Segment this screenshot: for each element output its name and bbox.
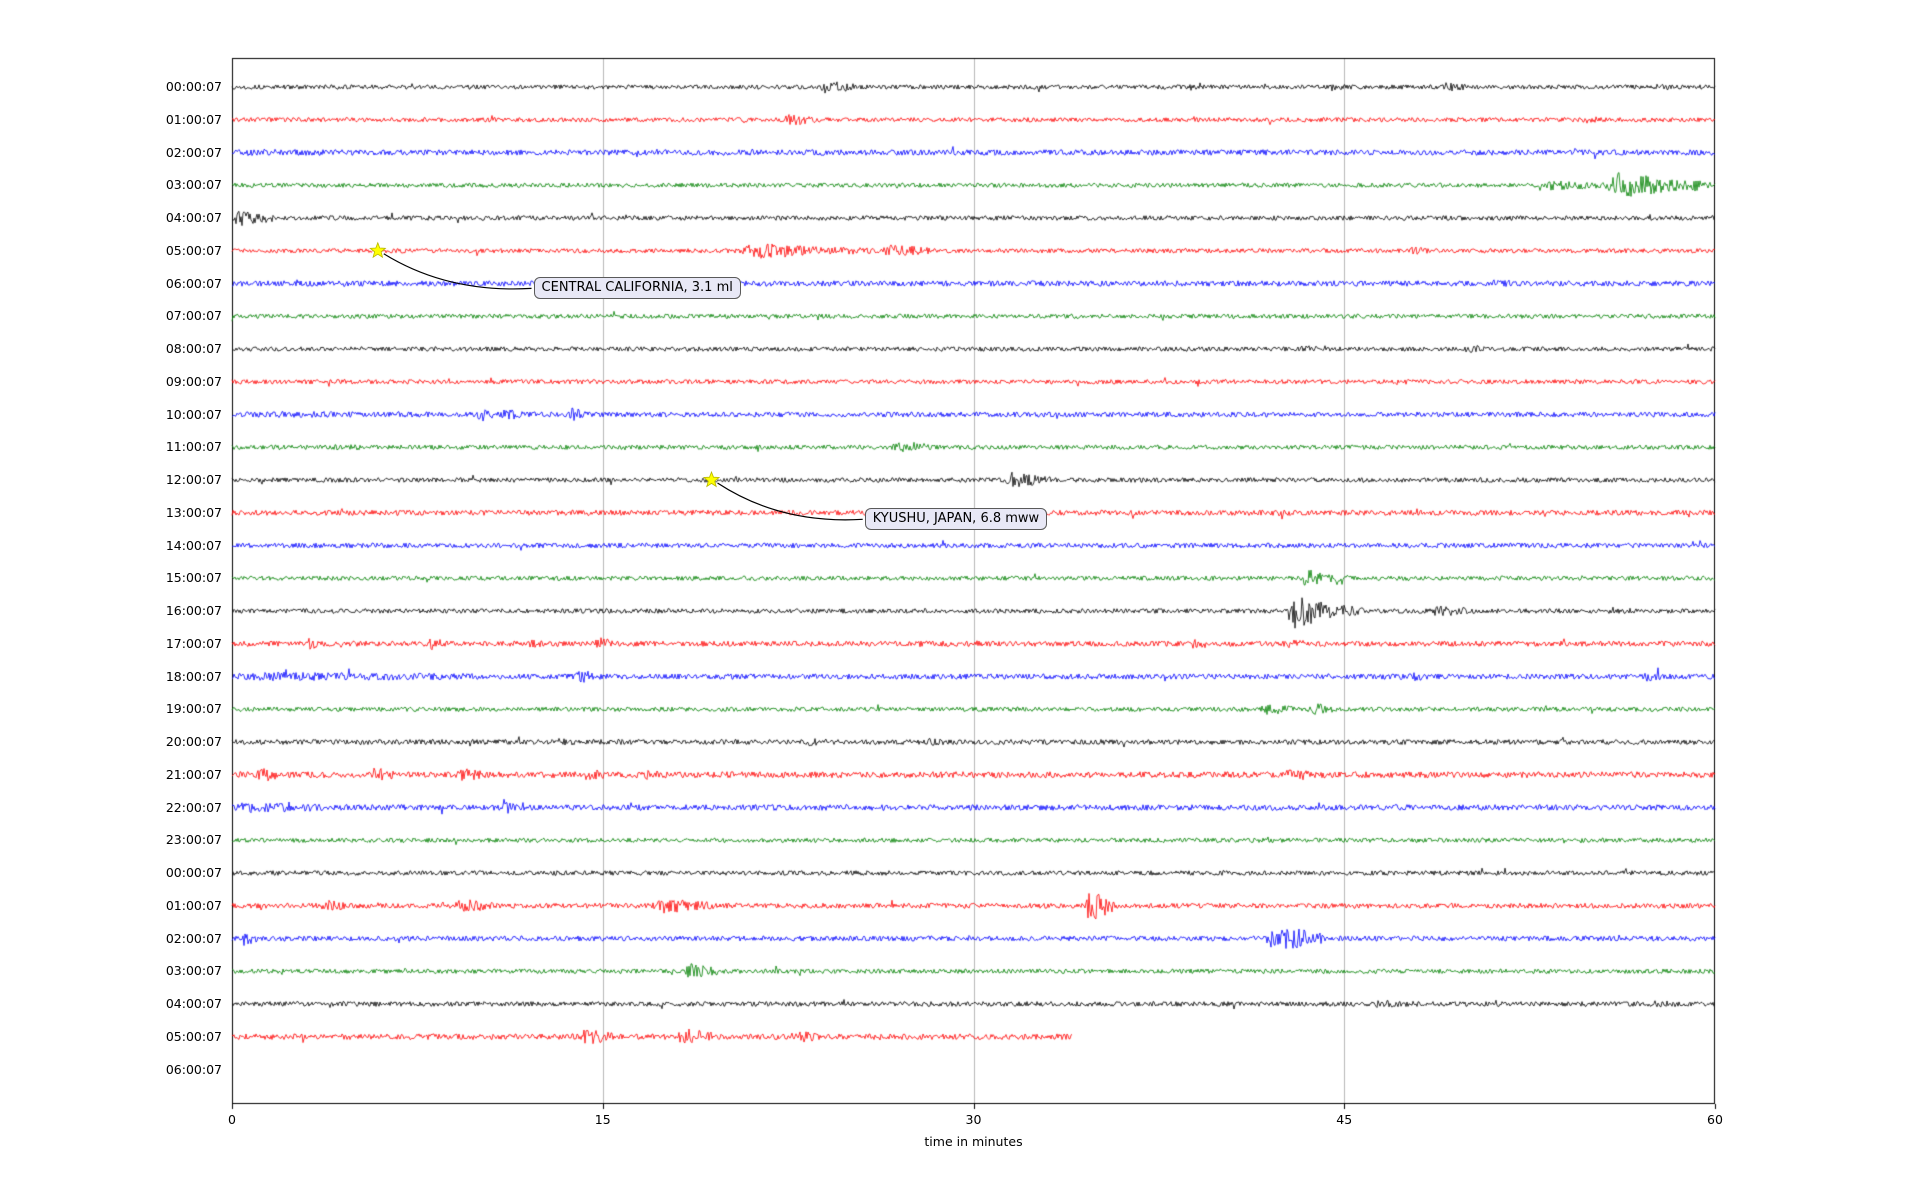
x-axis-title: time in minutes bbox=[924, 1134, 1023, 1149]
row-time-label: 09:00:07 bbox=[165, 373, 222, 389]
x-tick-label: 60 bbox=[1707, 1112, 1723, 1127]
row-time-label: 23:00:07 bbox=[165, 832, 222, 848]
row-time-label: 03:00:07 bbox=[165, 963, 222, 979]
row-time-label: 04:00:07 bbox=[165, 210, 222, 225]
row-time-label: 13:00:07 bbox=[165, 504, 222, 520]
row-time-label: 05:00:07 bbox=[165, 242, 222, 258]
x-tick-label: 45 bbox=[1336, 1112, 1353, 1127]
row-time-label: 11:00:07 bbox=[165, 439, 222, 455]
row-time-label: 02:00:07 bbox=[165, 144, 222, 160]
row-time-label: 05:00:07 bbox=[165, 1028, 222, 1044]
row-time-label: 14:00:07 bbox=[165, 537, 222, 553]
row-time-label: 12:00:07 bbox=[165, 472, 222, 487]
x-tick-label: 0 bbox=[228, 1112, 236, 1127]
row-time-label: 04:00:07 bbox=[165, 996, 222, 1011]
row-time-label: 01:00:07 bbox=[165, 111, 222, 127]
row-time-label: 08:00:07 bbox=[165, 341, 222, 356]
row-time-label: 10:00:07 bbox=[165, 406, 222, 422]
row-time-label: 21:00:07 bbox=[165, 766, 222, 782]
row-time-label: 06:00:07 bbox=[165, 1061, 222, 1077]
event-label: KYUSHU, JAPAN, 6.8 mww bbox=[864, 508, 1048, 531]
row-time-label: 00:00:07 bbox=[165, 865, 222, 880]
row-time-label: 01:00:07 bbox=[165, 897, 222, 913]
row-time-label: 06:00:07 bbox=[165, 275, 222, 291]
row-time-label: 07:00:07 bbox=[165, 308, 222, 324]
row-time-label: 17:00:07 bbox=[165, 635, 222, 651]
x-tick-label: 15 bbox=[594, 1112, 611, 1127]
event-label: CENTRAL CALIFORNIA, 3.1 ml bbox=[533, 277, 741, 300]
row-time-label: 16:00:07 bbox=[165, 603, 222, 618]
row-time-label: 20:00:07 bbox=[165, 734, 222, 749]
row-time-label: 15:00:07 bbox=[165, 570, 222, 586]
row-time-label: 02:00:07 bbox=[165, 930, 222, 946]
row-time-label: 03:00:07 bbox=[165, 177, 222, 193]
row-time-label: 00:00:07 bbox=[165, 79, 222, 94]
x-tick-label: 30 bbox=[965, 1112, 982, 1127]
row-time-label: 18:00:07 bbox=[165, 668, 222, 684]
row-time-label: 19:00:07 bbox=[165, 701, 222, 717]
row-time-label: 22:00:07 bbox=[165, 799, 222, 815]
